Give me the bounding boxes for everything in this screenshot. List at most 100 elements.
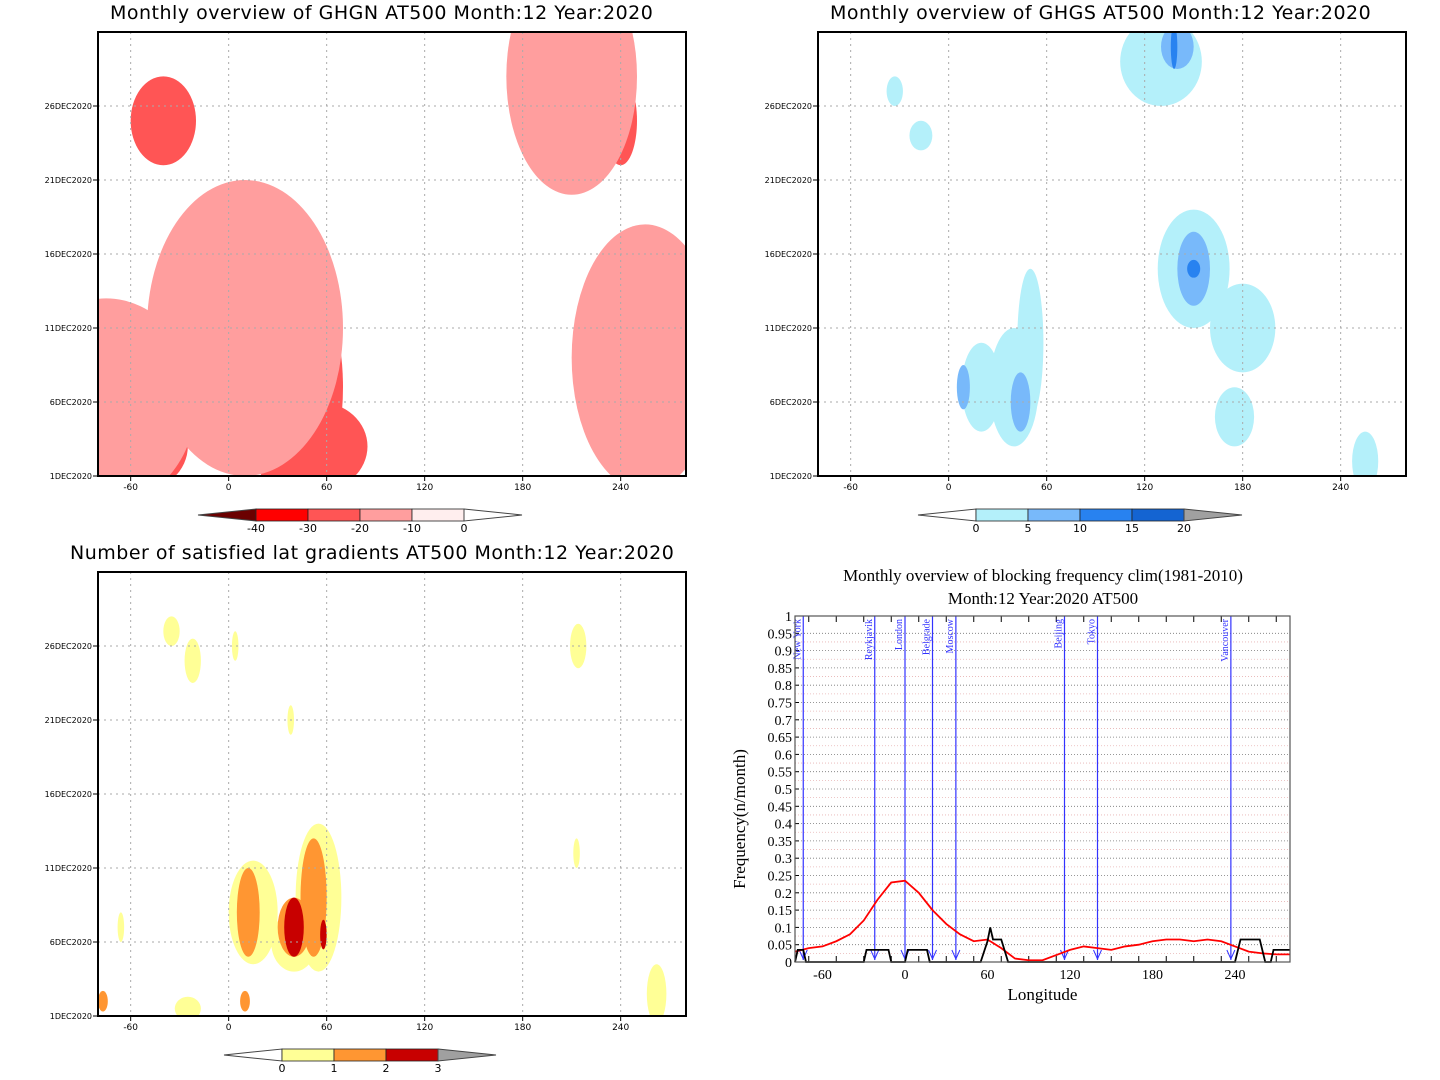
contour-region [236, 868, 260, 957]
y-tick-label: 6DEC2020 [50, 938, 92, 947]
contour-region [1120, 32, 1202, 106]
contour-region [909, 120, 933, 151]
contour-region [117, 912, 125, 942]
y-tick-label: 1DEC2020 [770, 472, 812, 481]
colorbar-label: 2 [383, 1062, 390, 1075]
y-tick-label: 6DEC2020 [50, 398, 92, 407]
colorbar-label: -10 [403, 522, 421, 535]
city-marker-label: London [894, 619, 905, 650]
colorbar-label: 20 [1177, 522, 1191, 535]
y-tick-label: 1DEC2020 [50, 1012, 92, 1021]
contour-region [284, 897, 304, 957]
contour-region [98, 298, 196, 476]
y-tick-label: 0.45 [768, 800, 793, 815]
colorbar-label: 5 [1025, 522, 1032, 535]
contour-region [130, 76, 196, 166]
contour-region [646, 964, 667, 1016]
x-tick-label: 180 [1234, 483, 1251, 493]
y-tick-label: 26DEC2020 [765, 102, 812, 111]
city-marker-label: Belgrade [922, 618, 933, 655]
y-tick-label: 6DEC2020 [770, 398, 812, 407]
colorbar-label: 0 [279, 1062, 286, 1075]
colorbar-segment [1027, 508, 1081, 522]
colorbar-label: 1 [331, 1062, 338, 1075]
colorbar-label: 3 [435, 1062, 442, 1075]
contour-region [573, 838, 580, 868]
y-tick-label: 11DEC2020 [45, 324, 92, 333]
colorbar-label: 0 [461, 522, 468, 535]
colorbar-segment [385, 1048, 439, 1062]
y-tick-label: 0.8 [775, 679, 793, 694]
city-marker-arrow [928, 949, 937, 961]
y-tick-label: 26DEC2020 [45, 102, 92, 111]
contour-region [184, 638, 201, 683]
y-tick-label: 0.9 [775, 645, 793, 660]
y-tick-label: 0.1 [775, 921, 793, 936]
y-tick-label: 0.65 [768, 731, 793, 746]
contour-region [956, 365, 970, 410]
city-marker-label: Reykjavik [864, 619, 875, 660]
colorbar-segment [1079, 508, 1133, 522]
contour-region [240, 990, 250, 1012]
colorbar-segment [975, 508, 1029, 522]
y-tick-label: 0.25 [768, 870, 793, 885]
plot-frame [97, 571, 687, 1017]
x-tick-label: 180 [514, 1023, 531, 1033]
series-line-climatology [794, 879, 1290, 962]
x-tick-label: 120 [1060, 968, 1081, 983]
blocking-subtitle: Month:12 Year:2020 AT500 [947, 589, 1139, 608]
y-tick-label: 0.05 [768, 939, 793, 954]
plot-frame [817, 31, 1407, 477]
colorbar-label: 10 [1073, 522, 1087, 535]
city-marker-label: Beijing [1054, 619, 1065, 648]
city-marker-arrow [1226, 949, 1236, 961]
blocking-title: Monthly overview of blocking frequency c… [843, 566, 1243, 585]
contour-fills [98, 616, 667, 1016]
y-tick-label: 11DEC2020 [765, 324, 812, 333]
plot-frame [794, 615, 1291, 963]
contour-region [1161, 32, 1194, 69]
y-tick-label: 11DEC2020 [45, 864, 92, 873]
contour-fills [886, 32, 1379, 476]
x-tick-label: 240 [612, 1023, 629, 1033]
colorbar-label: -20 [351, 522, 369, 535]
y-tick-label: 16DEC2020 [45, 250, 92, 259]
x-tick-label: 120 [416, 1023, 433, 1033]
x-tick-label: 0 [946, 483, 952, 493]
colorbar-label: 15 [1125, 522, 1139, 535]
x-tick-label: 60 [981, 968, 995, 983]
colorbar-extend-high [437, 1048, 497, 1062]
city-marker-label: Moscow [945, 618, 956, 653]
colorbar-label: -40 [247, 522, 265, 535]
contour-region [1170, 32, 1178, 69]
ghgn-title: Monthly overview of GHGN AT500 Month:12 … [110, 2, 654, 24]
y-tick-label: 0.85 [768, 662, 793, 677]
colorbar-extend-high [463, 508, 523, 522]
x-tick-label: -60 [813, 968, 832, 983]
contour-region [886, 76, 903, 106]
city-marker-label: New York [792, 619, 803, 660]
y-tick-label: 21DEC2020 [765, 176, 812, 185]
city-marker-label: Vancouver [1220, 618, 1231, 661]
colorbar-extend-high [1183, 508, 1243, 522]
colorbar-segment [333, 1048, 387, 1062]
contour-region [320, 919, 327, 950]
colorbar-segment [359, 508, 413, 522]
y-tick-label: 21DEC2020 [45, 176, 92, 185]
x-tick-label: 0 [226, 483, 232, 493]
x-tick-label: 180 [514, 483, 531, 493]
city-marker-arrow [798, 949, 808, 961]
x-tick-label: 240 [1332, 483, 1349, 493]
y-tick-label: 0.15 [768, 904, 793, 919]
x-axis-label: Longitude [1008, 985, 1078, 1004]
contour-fills [98, 32, 686, 476]
colorbar-extend-low [917, 508, 977, 522]
colorbar-segment [255, 508, 309, 522]
city-marker-arrow [870, 949, 880, 961]
y-tick-label: 0.2 [775, 887, 793, 902]
x-tick-label: 0 [226, 1023, 232, 1033]
x-tick-label: 240 [612, 483, 629, 493]
contour-region [1187, 259, 1201, 278]
y-tick-label: 0.35 [768, 835, 793, 850]
colorbar-label: 0 [973, 522, 980, 535]
